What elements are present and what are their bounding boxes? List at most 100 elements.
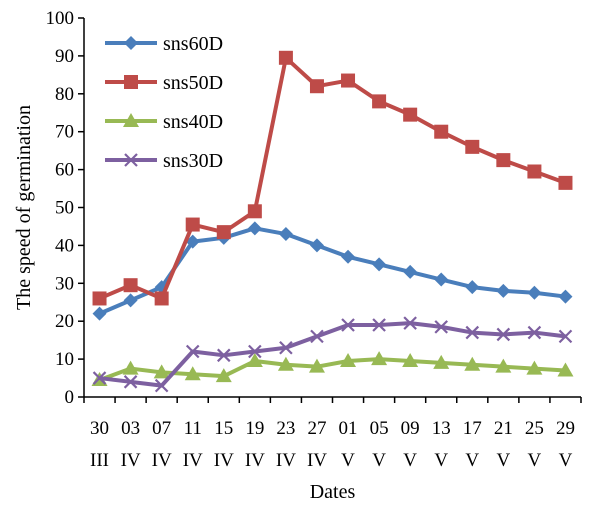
y-axis-ticks: 0 10 20 30 40 50 60 70 80 90 100 [46,8,84,408]
y-axis-title: The speed of germination [13,105,35,310]
legend-item-sns60D: sns60D [105,33,223,55]
data-point [372,318,386,332]
series-sns30D [92,316,573,393]
legend-marker [124,36,138,50]
legend-marker [124,75,138,89]
x-tick-label-day: 30 [90,418,109,439]
legend-label: sns30D [163,150,223,172]
x-tick-label-day: 21 [494,418,513,439]
data-point [527,325,542,340]
series-sns50D [92,50,573,306]
data-point [277,356,294,371]
data-point [465,139,480,154]
data-point [341,318,355,332]
series-line [98,357,566,382]
data-point [434,272,449,287]
y-tick-label: 50 [55,198,74,219]
legend-label: sns40D [163,111,223,133]
x-tick-label-day: 23 [276,418,295,439]
data-point [279,340,293,355]
data-point [341,249,356,264]
x-tick-label-month: V [528,450,542,471]
data-point [403,107,418,122]
data-point [433,354,450,369]
x-tick-label-month: V [559,450,573,471]
data-point [248,344,262,359]
data-point [154,378,169,393]
legend-marker [123,113,139,127]
data-point [558,289,573,304]
x-tick-label-month: III [90,450,109,471]
data-point [371,351,388,366]
y-tick-label: 60 [55,160,74,181]
data-point [216,225,231,240]
x-tick-label-month: V [465,450,479,471]
y-tick-label: 0 [65,387,75,408]
data-point [558,175,573,190]
data-point [495,358,512,373]
x-tick-label-day: 15 [214,418,233,439]
y-tick-label: 20 [55,311,74,332]
data-point [278,50,293,65]
y-tick-label: 90 [55,46,74,67]
legend-item-sns50D: sns50D [105,72,223,94]
data-point [558,329,573,344]
data-point [246,352,263,367]
x-axis-title: Dates [310,481,356,503]
legend: sns60D sns50D sns40D sns30D [105,33,223,172]
y-tick-label: 70 [55,122,74,143]
series-line [98,55,567,301]
x-axis-ticks: 30III03IV07IV11IV15IV19IV23IV27IV01V05V0… [83,397,582,471]
data-point [308,358,325,373]
x-tick-label-day: 25 [525,418,544,439]
y-tick-label: 10 [55,349,74,370]
data-point [496,283,511,298]
data-point [217,348,231,363]
series-sns60D [92,221,573,321]
data-point [185,217,200,232]
data-point [340,352,357,367]
x-tick-label-day: 17 [463,418,482,439]
data-point [215,368,232,383]
x-tick-label-month: V [403,450,417,471]
legend-item-sns30D: sns30D [105,150,223,172]
x-tick-label-month: IV [245,450,265,471]
y-tick-label: 80 [55,84,74,105]
data-point [465,280,480,295]
data-point [123,278,138,293]
data-point [309,238,324,253]
data-point [557,362,574,377]
data-point [278,227,293,242]
data-point [185,344,200,359]
data-point [92,371,107,385]
x-tick-label-day: 05 [370,418,389,439]
data-point [372,257,387,272]
legend-label: sns60D [163,33,223,55]
data-point [496,327,511,342]
data-point [154,291,169,306]
data-point [402,352,419,367]
data-point [465,325,480,340]
data-point [310,329,324,344]
x-tick-label-month: V [341,450,355,471]
data-point [527,285,542,300]
data-point [434,124,449,139]
x-tick-label-month: IV [214,450,234,471]
data-point [341,73,356,88]
axes [83,18,581,398]
data-point [496,153,511,168]
data-point [403,264,418,279]
y-tick-label: 100 [46,8,75,29]
x-tick-label-day: 27 [307,418,326,439]
x-tick-label-month: IV [152,450,172,471]
data-point [372,94,387,109]
data-point [464,356,481,371]
x-tick-label-month: V [434,450,448,471]
x-tick-label-day: 09 [401,418,420,439]
data-point [403,316,417,330]
data-point [247,221,262,236]
data-point [92,291,107,306]
x-tick-label-day: 01 [339,418,358,439]
series-group [91,50,574,393]
x-tick-label-day: 19 [245,418,264,439]
